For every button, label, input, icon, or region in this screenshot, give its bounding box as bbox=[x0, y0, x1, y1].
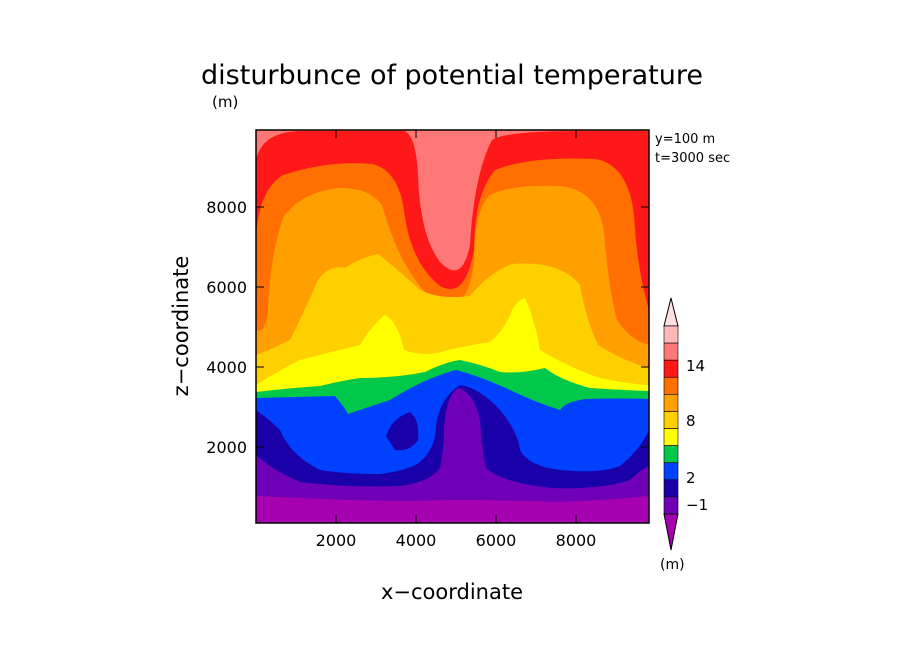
colorbar-label-14: 14 bbox=[686, 357, 705, 375]
colorbar-label-2: 2 bbox=[686, 469, 696, 487]
x-axis bbox=[335, 130, 577, 523]
y-tick-label-2000: 2000 bbox=[206, 438, 247, 457]
colorbar-box bbox=[663, 428, 679, 446]
x-tick-label-2000: 2000 bbox=[316, 531, 357, 550]
band-indigo bbox=[256, 388, 649, 523]
colorbar-box bbox=[663, 462, 679, 481]
colorbar-box bbox=[663, 411, 679, 429]
inner-dark-blue-left bbox=[386, 412, 419, 451]
y-tick-label-4000: 4000 bbox=[206, 358, 247, 377]
colorbar-unit: (m) bbox=[660, 557, 685, 573]
colorbar-box bbox=[663, 376, 679, 395]
colorbar bbox=[663, 297, 679, 551]
y-axis-label: z−coordinate bbox=[169, 256, 193, 397]
x-tick-label-8000: 8000 bbox=[556, 531, 597, 550]
band-magenta bbox=[256, 496, 649, 523]
colorbar-label-8: 8 bbox=[686, 412, 696, 430]
contour-field bbox=[256, 130, 649, 523]
colorbar-box bbox=[663, 479, 679, 498]
colorbar-top-arrow bbox=[663, 297, 679, 327]
annotation-y: y=100 m bbox=[655, 132, 715, 147]
plot-frame bbox=[255, 129, 650, 524]
chart-subtitle: (m) bbox=[212, 93, 238, 111]
colorbar-box bbox=[663, 325, 679, 344]
annotation-t: t=3000 sec bbox=[655, 151, 730, 166]
y-axis bbox=[256, 206, 649, 448]
inner-dark-blue-right bbox=[486, 417, 510, 450]
x-tick-label-4000: 4000 bbox=[396, 531, 437, 550]
x-axis-label: x−coordinate bbox=[381, 580, 523, 604]
colorbar-box bbox=[663, 342, 679, 361]
colorbar-box bbox=[663, 496, 679, 515]
y-tick-label-6000: 6000 bbox=[206, 278, 247, 297]
colorbar-label-minus1: −1 bbox=[686, 496, 708, 514]
colorbar-bottom-arrow bbox=[663, 513, 679, 551]
colorbar-box bbox=[663, 445, 679, 464]
colorbar-box bbox=[663, 359, 679, 378]
x-tick-label-6000: 6000 bbox=[476, 531, 517, 550]
colorbar-box bbox=[663, 394, 679, 412]
y-tick-label-8000: 8000 bbox=[206, 198, 247, 217]
chart-title: disturbunce of potential temperature bbox=[201, 60, 703, 91]
